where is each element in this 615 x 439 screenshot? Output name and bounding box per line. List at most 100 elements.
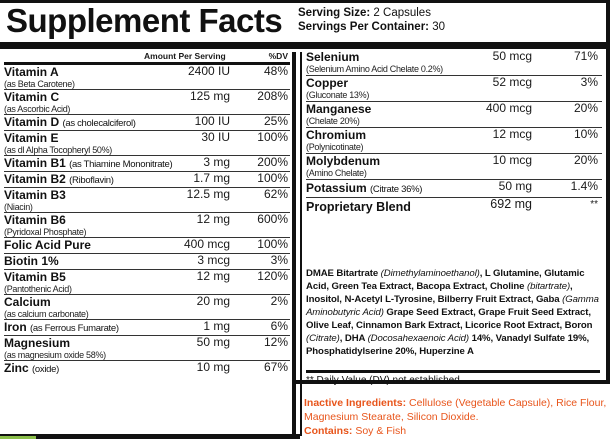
nutrient-name: Vitamin C (4, 90, 60, 104)
nutrient-name: Molybdenum (306, 154, 380, 168)
nutrient-dv: 100% (257, 171, 288, 185)
green-accent-bar (0, 436, 36, 439)
nutrient-row: Selenium (Selenium Amino Acid Chelate 0.2… (306, 50, 602, 76)
servings-per-container-value: 30 (432, 21, 446, 33)
nutrient-source: (Riboflavin) (69, 175, 114, 186)
dv-note-divider (306, 370, 600, 373)
proprietary-blend-ingredients: DMAE Bitartrate (Dimethylaminoethanol), … (306, 267, 602, 358)
nutrient-dv: 20% (573, 101, 598, 115)
nutrient-name: Chromium (306, 128, 366, 142)
right-column-border (300, 52, 302, 436)
nutrient-dv: 6% (270, 319, 288, 333)
nutrient-source: (Pantothenic Acid) (4, 284, 72, 294)
nutrient-row: Vitamin B6 (Pyridoxal Phosphate) 12 mg 600% (4, 213, 290, 238)
nutrient-row: Calcium (as calcium carbonate) 20 mg 2% (4, 295, 290, 320)
blend-segment: 14%, Vanadyl Sulfate 19%, Phosphatidylse… (306, 333, 590, 357)
nutrient-name: Zinc (oxide) (4, 361, 59, 376)
nutrient-source: (Chelate 20%) (306, 116, 360, 126)
nutrient-source: (as cholecalciferol) (62, 118, 136, 129)
contains-label: Contains: (304, 425, 353, 437)
nutrient-amount: 692 mg (490, 197, 532, 211)
blend-segment: , Inositol, N-Acetyl L-Tyrosine, Bilberr… (306, 281, 573, 305)
nutrient-source: (Selenium Amino Acid Chelate 0.2%) (306, 64, 443, 74)
nutrient-amount: 2400 IU (187, 64, 230, 78)
nutrient-dv: 62% (263, 187, 288, 201)
blend-segment: (Dimethylaminoethanol) (380, 268, 480, 279)
nutrient-row: Folic Acid Pure 400 mcg 100% (4, 238, 290, 254)
nutrient-name: Iron (as Ferrous Fumarate) (4, 320, 119, 335)
nutrient-dv: 67% (263, 360, 288, 374)
nutrient-dv: 1.4% (570, 179, 598, 193)
table-header: Amount Per Serving %DV (4, 50, 290, 65)
nutrient-name: Vitamin B3 (4, 188, 66, 202)
nutrient-dv: 48% (263, 64, 288, 78)
nutrient-dv: 10% (573, 127, 598, 141)
serving-size-value: 2 Capsules (373, 7, 431, 19)
nutrient-name: Proprietary Blend (306, 200, 411, 214)
nutrient-source: (oxide) (32, 364, 59, 375)
nutrient-row: Chromium (Polynicotinate) 12 mcg 10% (306, 128, 602, 154)
nutrient-amount: 50 mg (196, 335, 230, 349)
nutrient-amount: 10 mg (196, 360, 230, 374)
frame-right-border (606, 0, 610, 384)
nutrient-amount: 100 IU (194, 114, 230, 128)
amount-header: Amount Per Serving (144, 51, 226, 61)
nutrient-amount: 20 mg (196, 294, 230, 308)
nutrient-name: Copper (306, 76, 348, 90)
nutrient-amount: 50 mg (498, 179, 532, 193)
nutrient-name: Calcium (4, 295, 51, 309)
blend-segment: , DHA (339, 333, 368, 344)
blend-segment: (Docosahexaenoic Acid) (367, 333, 470, 344)
nutrient-name: Folic Acid Pure (4, 238, 91, 252)
inactive-label: Inactive Ingredients: (304, 397, 407, 409)
blend-segment: (Citrate) (306, 333, 340, 344)
nutrient-name: Vitamin E (4, 131, 59, 145)
nutrient-name: Vitamin B6 (4, 213, 66, 227)
nutrient-row: Magnesium (as magnesium oxide 58%) 50 mg 12… (4, 336, 290, 361)
nutrient-source: (as calcium carbonate) (4, 309, 89, 319)
servings-per-container-label: Servings Per Container: (298, 21, 430, 33)
nutrient-amount: 1.7 mg (193, 171, 230, 185)
nutrient-source: (as magnesium oxide 58%) (4, 350, 106, 360)
blend-segment: (bitartrate) (526, 281, 571, 292)
nutrient-source: (as Thiamine Mononitrate) (69, 159, 173, 170)
nutrient-row: Vitamin B2 (Riboflavin) 1.7 mg 100% (4, 172, 290, 188)
nutrient-dv: ** (590, 199, 598, 210)
nutrient-amount: 3 mg (203, 155, 230, 169)
nutrient-row: Vitamin E (as dl Alpha Tocopheryl 50%) 30 … (4, 131, 290, 156)
nutrient-amount: 12 mg (196, 212, 230, 226)
frame-top-border (0, 0, 610, 3)
nutrient-amount: 30 IU (201, 130, 230, 144)
nutrient-row: Vitamin B1 (as Thiamine Mononitrate) 3 mg… (4, 156, 290, 172)
nutrient-row: Zinc (oxide) 10 mg 67% (4, 361, 290, 377)
nutrient-amount: 1 mg (203, 319, 230, 333)
inactive-ingredients: Inactive Ingredients: Cellulose (Vegetab… (304, 396, 610, 438)
nutrient-name: Vitamin B1 (as Thiamine Mononitrate) (4, 156, 173, 171)
nutrient-dv: 20% (573, 153, 598, 167)
nutrient-source: (Gluconate 13%) (306, 90, 370, 100)
nutrient-source: (Polynicotinate) (306, 142, 364, 152)
dv-note: ** Daily Value (DV) not established (306, 375, 460, 386)
nutrient-name: Magnesium (4, 336, 71, 350)
nutrient-row: Vitamin B5 (Pantothenic Acid) 12 mg 120% (4, 270, 290, 295)
nutrient-row: Vitamin C (as Ascorbic Acid) 125 mg 208% (4, 90, 290, 115)
nutrient-dv: 3% (270, 253, 288, 267)
nutrient-name: Vitamin A (4, 65, 59, 79)
nutrient-name: Vitamin D (as cholecalciferol) (4, 115, 136, 130)
nutrient-amount: 400 mcg (485, 101, 532, 115)
nutrient-dv: 100% (257, 237, 288, 251)
nutrient-amount: 3 mcg (197, 253, 230, 267)
nutrient-source: (as dl Alpha Tocopheryl 50%) (4, 145, 113, 155)
blend-segment: , L Glutamine, Glutamic Acid, Green Tea … (306, 268, 585, 292)
nutrient-name: Vitamin B5 (4, 270, 66, 284)
serving-size: Serving Size: 2 Capsules (298, 6, 445, 20)
right-nutrient-table: Selenium (Selenium Amino Acid Chelate 0.2… (306, 50, 602, 220)
nutrient-source: (as Ferrous Fumarate) (30, 323, 119, 334)
nutrient-dv: 25% (263, 114, 288, 128)
nutrient-amount: 52 mcg (492, 75, 532, 89)
nutrient-dv: 200% (257, 155, 288, 169)
proprietary-blend-row: Proprietary Blend 692 mg ** (306, 198, 602, 220)
nutrient-source: (Niacin) (4, 202, 33, 212)
nutrient-name: Potassium (Citrate 36%) (306, 181, 423, 196)
serving-size-label: Serving Size: (298, 7, 371, 19)
